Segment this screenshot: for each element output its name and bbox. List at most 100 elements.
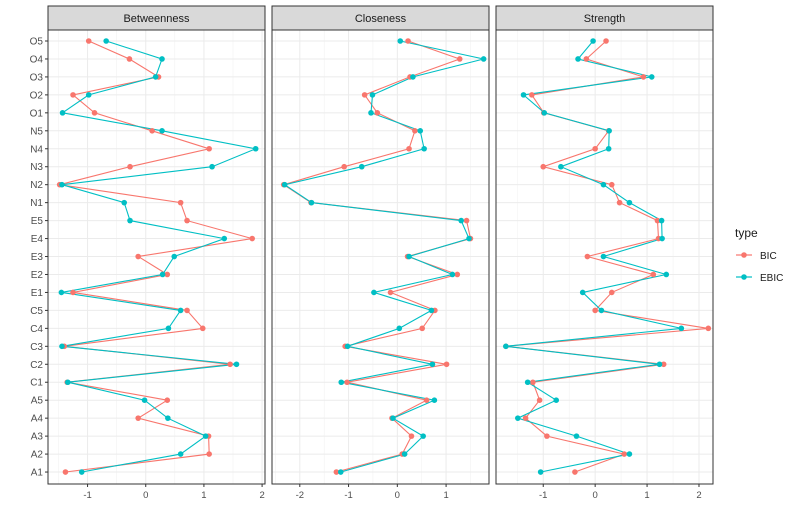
data-point-ebic xyxy=(59,181,65,188)
data-point-ebic xyxy=(64,379,71,386)
data-point-ebic xyxy=(428,307,435,314)
data-point-bic xyxy=(135,253,141,260)
x-tick-label: 0 xyxy=(143,490,148,501)
data-point-ebic xyxy=(59,343,65,350)
x-tick-label: -1 xyxy=(83,490,91,501)
x-tick-label: 2 xyxy=(259,490,264,501)
data-point-bic xyxy=(572,469,578,475)
data-point-ebic xyxy=(659,235,665,242)
data-point-ebic xyxy=(421,145,427,152)
legend-key-point xyxy=(741,252,747,258)
x-tick-label: -2 xyxy=(296,490,304,501)
data-point-ebic xyxy=(121,199,128,206)
data-point-ebic xyxy=(177,307,184,314)
data-point-bic xyxy=(164,397,171,404)
data-point-bic xyxy=(249,235,256,242)
data-point-bic xyxy=(640,74,647,80)
data-point-bic xyxy=(705,325,712,332)
data-point-bic xyxy=(184,217,190,224)
x-tick-label: 1 xyxy=(201,490,206,501)
y-tick-label: C4 xyxy=(30,324,43,335)
data-point-bic xyxy=(529,92,535,98)
data-point-ebic xyxy=(337,469,344,475)
data-point-ebic xyxy=(390,415,396,421)
data-point-bic xyxy=(85,38,92,44)
data-point-bic xyxy=(592,145,598,152)
y-tick-label: C3 xyxy=(30,342,43,353)
facet-title: Closeness xyxy=(355,13,407,25)
data-point-ebic xyxy=(159,56,165,62)
data-point-bic xyxy=(177,199,184,206)
y-tick-label: C1 xyxy=(30,378,43,389)
data-point-ebic xyxy=(58,289,65,296)
data-point-ebic xyxy=(553,397,560,404)
data-point-ebic xyxy=(165,325,172,332)
y-tick-label: O2 xyxy=(30,90,44,101)
data-point-bic xyxy=(135,415,141,421)
data-point-ebic xyxy=(368,110,374,116)
y-tick-label: A1 xyxy=(31,468,44,479)
y-tick-label: A4 xyxy=(31,414,44,425)
y-tick-label: N2 xyxy=(30,180,43,191)
y-tick-label: A5 xyxy=(31,396,44,407)
data-point-bic xyxy=(522,415,529,421)
data-point-ebic xyxy=(600,181,607,188)
y-tick-label: E5 xyxy=(31,216,44,227)
data-point-bic xyxy=(361,92,368,98)
y-tick-label: O3 xyxy=(30,72,44,83)
y-tick-label: O1 xyxy=(30,108,44,119)
facet-title: Betweenness xyxy=(123,13,190,25)
data-point-bic xyxy=(184,307,190,314)
y-tick-label: O5 xyxy=(30,37,44,48)
x-tick-label: -1 xyxy=(344,490,352,501)
data-point-ebic xyxy=(410,74,416,80)
data-point-bic xyxy=(592,307,598,314)
y-tick-label: C2 xyxy=(30,360,43,371)
data-point-bic xyxy=(530,379,536,386)
data-point-ebic xyxy=(152,74,159,80)
data-point-ebic xyxy=(598,307,605,314)
data-point-bic xyxy=(406,145,412,152)
data-point-ebic xyxy=(344,343,351,350)
y-tick-label: C5 xyxy=(30,306,43,317)
data-point-ebic xyxy=(449,271,456,278)
data-point-bic xyxy=(149,128,155,134)
data-point-ebic xyxy=(648,74,655,80)
data-point-bic xyxy=(405,38,411,44)
data-point-ebic xyxy=(202,433,209,439)
data-point-bic xyxy=(540,163,547,170)
data-point-bic xyxy=(608,289,615,296)
data-point-bic xyxy=(333,469,340,475)
data-point-bic xyxy=(412,128,418,134)
data-point-ebic xyxy=(600,253,607,260)
data-point-bic xyxy=(443,361,450,368)
data-point-bic xyxy=(544,433,550,439)
data-point-ebic xyxy=(431,397,438,404)
data-point-bic xyxy=(654,217,661,224)
data-point-ebic xyxy=(466,235,472,242)
data-point-ebic xyxy=(406,253,412,260)
data-point-ebic xyxy=(308,199,315,206)
data-point-bic xyxy=(91,110,98,116)
legend-label: BIC xyxy=(760,251,777,262)
data-point-bic xyxy=(344,379,350,386)
data-point-ebic xyxy=(177,451,184,457)
data-point-ebic xyxy=(480,56,487,62)
data-point-bic xyxy=(621,451,628,457)
legend-key-point xyxy=(741,274,747,280)
data-point-ebic xyxy=(369,92,376,98)
data-point-ebic xyxy=(221,235,228,242)
data-point-bic xyxy=(387,289,394,296)
data-point-bic xyxy=(583,56,590,62)
facet-title: Strength xyxy=(584,13,626,25)
y-tick-label: N4 xyxy=(30,144,43,155)
data-point-ebic xyxy=(606,128,612,134)
x-tick-label: 1 xyxy=(443,490,448,501)
data-point-bic xyxy=(70,289,76,296)
data-point-ebic xyxy=(590,38,596,44)
data-point-bic xyxy=(199,325,206,332)
data-point-ebic xyxy=(85,92,92,98)
data-point-ebic xyxy=(209,163,215,170)
facet-strip xyxy=(271,5,490,31)
data-point-ebic xyxy=(520,92,527,98)
